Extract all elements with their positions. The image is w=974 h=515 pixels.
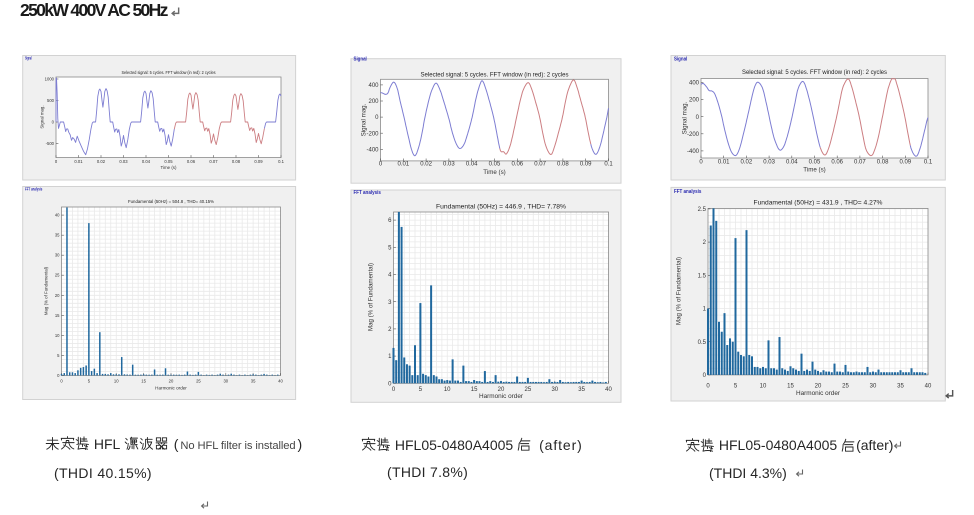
- svg-text:Time (s): Time (s): [803, 166, 825, 173]
- svg-text:200: 200: [368, 99, 379, 105]
- svg-text:30: 30: [55, 253, 60, 258]
- svg-text:15: 15: [471, 387, 478, 393]
- svg-text:-400: -400: [366, 147, 379, 153]
- svg-text:0.07: 0.07: [209, 159, 218, 164]
- svg-text:2.5: 2.5: [698, 207, 707, 213]
- svg-text:-200: -200: [687, 132, 700, 138]
- svg-text:0.02: 0.02: [97, 159, 106, 164]
- svg-text:10: 10: [444, 387, 451, 393]
- svg-text:20: 20: [815, 383, 822, 389]
- svg-text:0.04: 0.04: [786, 159, 798, 165]
- svg-text:10: 10: [114, 379, 119, 384]
- svg-text:FFT analysis: FFT analysis: [674, 189, 702, 195]
- svg-text:1.5: 1.5: [698, 273, 707, 279]
- svg-text:15: 15: [141, 379, 146, 384]
- svg-text:0.01: 0.01: [397, 162, 409, 168]
- svg-text:20: 20: [55, 293, 60, 298]
- svg-text:Fundamental (50Hz) = 431.9 , T: Fundamental (50Hz) = 431.9 , THD= 4.27%: [754, 200, 883, 207]
- svg-text:40: 40: [605, 387, 612, 393]
- svg-text:30: 30: [870, 383, 877, 389]
- svg-text:Signal: Signal: [354, 57, 368, 63]
- svg-text:10: 10: [760, 383, 767, 389]
- svg-text:-400: -400: [687, 149, 700, 155]
- svg-text:0.09: 0.09: [580, 162, 592, 168]
- svg-text:0.1: 0.1: [924, 159, 933, 165]
- svg-text:0.02: 0.02: [420, 162, 432, 168]
- svg-text:0.07: 0.07: [534, 162, 546, 168]
- svg-text:0.03: 0.03: [119, 159, 128, 164]
- svg-text:0.06: 0.06: [831, 159, 843, 165]
- svg-text:20: 20: [169, 379, 174, 384]
- svg-text:30: 30: [223, 379, 228, 384]
- svg-text:200: 200: [689, 98, 700, 104]
- svg-text:400: 400: [689, 81, 700, 87]
- svg-text:250kW 400V AC 50Hz: 250kW 400V AC 50Hz: [20, 0, 169, 20]
- svg-text:Selected signal: 5 cycles. FFT: Selected signal: 5 cycles. FFT window (i…: [742, 69, 887, 76]
- svg-text:35: 35: [578, 387, 585, 393]
- svg-text:0.03: 0.03: [763, 159, 775, 165]
- svg-text:Mag (% of Fundamental): Mag (% of Fundamental): [368, 263, 375, 331]
- svg-text:Time (s): Time (s): [161, 165, 177, 170]
- svg-text:Harmonic order: Harmonic order: [796, 390, 841, 397]
- svg-text:0.06: 0.06: [511, 162, 523, 168]
- svg-text:15: 15: [55, 313, 60, 318]
- svg-text:35: 35: [251, 379, 256, 384]
- svg-text:25: 25: [842, 383, 849, 389]
- svg-text:40: 40: [925, 383, 932, 389]
- svg-text:20: 20: [498, 387, 505, 393]
- svg-text:0.04: 0.04: [466, 162, 478, 168]
- svg-text:Signal: Signal: [25, 55, 32, 60]
- svg-text:0.1: 0.1: [278, 159, 284, 164]
- svg-text:35: 35: [897, 383, 904, 389]
- svg-text:0.1: 0.1: [604, 162, 613, 168]
- svg-text:25: 25: [55, 273, 60, 278]
- svg-text:Selected signal: 5 cycles. FFT: Selected signal: 5 cycles. FFT window (i…: [122, 70, 217, 75]
- svg-text:10: 10: [55, 333, 60, 338]
- svg-text:Selected signal: 5 cycles. FFT: Selected signal: 5 cycles. FFT window (i…: [421, 72, 569, 79]
- svg-text:FFT analysis: FFT analysis: [354, 190, 382, 196]
- svg-text:Mag (% of Fundamental): Mag (% of Fundamental): [676, 257, 683, 325]
- svg-text:0.01: 0.01: [74, 159, 83, 164]
- svg-text:40: 40: [278, 379, 283, 384]
- svg-text:1000: 1000: [45, 77, 55, 82]
- svg-text:0.08: 0.08: [557, 162, 569, 168]
- svg-text:Signal mag.: Signal mag.: [361, 103, 368, 136]
- svg-text:40: 40: [55, 213, 60, 218]
- svg-text:0.06: 0.06: [187, 159, 196, 164]
- svg-text:0.09: 0.09: [254, 159, 263, 164]
- svg-text:0.07: 0.07: [854, 159, 866, 165]
- svg-text:FFT analysis: FFT analysis: [25, 187, 43, 192]
- svg-text:0.05: 0.05: [809, 159, 821, 165]
- svg-text:0.05: 0.05: [489, 162, 501, 168]
- svg-text:0.01: 0.01: [718, 159, 730, 165]
- svg-text:500: 500: [47, 98, 55, 103]
- svg-text:Time (s): Time (s): [483, 169, 505, 176]
- svg-text:Fundamental (50Hz) = 446.9 , T: Fundamental (50Hz) = 446.9 , THD= 7.78%: [436, 203, 566, 210]
- svg-text:Signal mag.: Signal mag.: [40, 105, 45, 128]
- svg-text:15: 15: [787, 383, 794, 389]
- svg-text:400: 400: [368, 83, 379, 89]
- svg-text:Signal: Signal: [674, 56, 688, 62]
- svg-text:-500: -500: [46, 141, 55, 146]
- svg-text:0.08: 0.08: [232, 159, 241, 164]
- svg-text:0.5: 0.5: [698, 340, 707, 346]
- svg-text:25: 25: [525, 387, 532, 393]
- svg-text:0.08: 0.08: [877, 159, 889, 165]
- svg-text:0.02: 0.02: [741, 159, 753, 165]
- svg-text:30: 30: [551, 387, 558, 393]
- svg-text:Mag (% of Fundamental): Mag (% of Fundamental): [44, 266, 49, 315]
- svg-text:Harmonic order: Harmonic order: [155, 385, 187, 390]
- svg-text:0.09: 0.09: [899, 159, 911, 165]
- svg-text:35: 35: [55, 233, 60, 238]
- svg-text:-200: -200: [366, 131, 379, 137]
- svg-text:0.04: 0.04: [142, 159, 151, 164]
- svg-text:Harmonic order: Harmonic order: [479, 393, 524, 400]
- svg-text:Signal mag.: Signal mag.: [682, 101, 689, 134]
- svg-text:0.05: 0.05: [164, 159, 173, 164]
- svg-text:25: 25: [196, 379, 201, 384]
- svg-text:0.03: 0.03: [443, 162, 455, 168]
- svg-text:Fundamental (50Hz) = 504.8 , T: Fundamental (50Hz) = 504.8 , THD= 40.15%: [128, 199, 214, 204]
